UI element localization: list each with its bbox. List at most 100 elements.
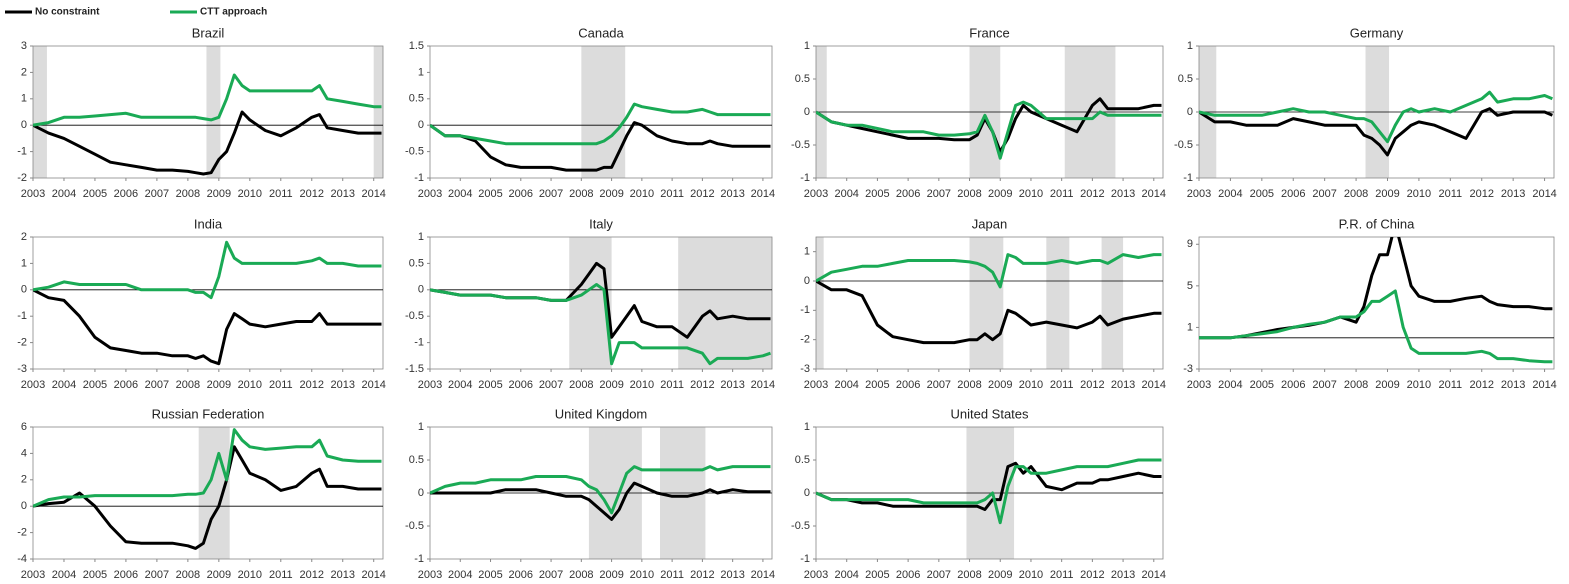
series-line	[816, 458, 1162, 525]
y-tick-label: -2	[17, 527, 27, 539]
x-tick-label: 2010	[238, 569, 262, 581]
y-tick-label: 0	[418, 119, 424, 131]
y-tick-label: -1	[414, 337, 424, 349]
plot-frame	[32, 45, 384, 179]
series-line	[430, 102, 771, 146]
y-tick-label: -0.5	[791, 139, 810, 151]
y-tick-label: 0	[21, 284, 27, 296]
x-tick-label: 2006	[896, 569, 920, 581]
series-line	[33, 240, 382, 300]
panel-title: P.R. of China	[1339, 216, 1415, 231]
x-tick-label: 2008	[569, 379, 593, 391]
panel-title: Brazil	[192, 25, 225, 40]
x-tick-label: 2007	[927, 379, 951, 391]
x-tick-label: 2010	[1019, 188, 1043, 200]
x-tick-label: 2012	[1470, 188, 1494, 200]
x-tick-label: 2005	[1250, 379, 1274, 391]
y-tick-label: -0.5	[1174, 139, 1193, 151]
x-tick-label: 2003	[418, 379, 442, 391]
y-tick-label: -1	[17, 310, 27, 322]
y-tick-label: 0.5	[795, 454, 810, 466]
x-tick-label: 2004	[834, 379, 858, 391]
panel-title: Russian Federation	[152, 406, 265, 421]
y-tick-label: -4	[17, 553, 27, 565]
x-tick-label: 2010	[1407, 379, 1431, 391]
panel-title: Canada	[578, 25, 624, 40]
x-tick-label: 2007	[539, 379, 563, 391]
panel: United Kingdom -1 -0.5 0 0.5 1 2003 2004 2005 200…	[405, 406, 775, 580]
plot-frame	[1198, 236, 1555, 370]
series-line	[816, 461, 1162, 511]
x-tick-label: 2007	[1312, 188, 1336, 200]
x-tick-label: 2012	[690, 379, 714, 391]
x-tick-label: 2014	[1142, 569, 1166, 581]
x-tick-label: 2011	[269, 569, 293, 581]
x-tick-label: 2010	[1019, 569, 1043, 581]
series-line	[430, 121, 771, 172]
panel-title: India	[194, 216, 223, 231]
y-tick-label: -2	[17, 172, 27, 184]
shaded-period	[581, 46, 626, 178]
panel: United States -1 -0.5 0 0.5 1 2003 2004 2005 2006…	[791, 406, 1166, 580]
y-tick-label: 0	[804, 275, 810, 287]
x-tick-label: 2011	[660, 569, 684, 581]
x-tick-label: 2008	[176, 379, 200, 391]
y-tick-label: 0	[21, 500, 27, 512]
y-tick-label: 0.5	[409, 257, 424, 269]
panel: Russian Federation -4 -2 0 2 4 6 2003 2004 2005 20…	[17, 406, 386, 580]
y-tick-label: -3	[1183, 363, 1193, 375]
x-tick-label: 2013	[720, 379, 744, 391]
x-tick-label: 2011	[660, 188, 684, 200]
panel: Germany -1 -0.5 0 0.5 1 2003 2004 2005 2006 2007 20…	[1174, 25, 1557, 199]
x-tick-label: 2013	[1111, 188, 1135, 200]
x-tick-label: 2009	[207, 379, 231, 391]
x-tick-label: 2013	[1501, 188, 1525, 200]
y-tick-label: 1	[804, 40, 810, 52]
x-tick-label: 2006	[509, 188, 533, 200]
series-line	[33, 288, 382, 366]
shaded-period	[1046, 237, 1070, 369]
x-tick-label: 2008	[176, 188, 200, 200]
panel-title: United Kingdom	[555, 406, 648, 421]
shaded-period	[678, 237, 772, 369]
x-tick-label: 2013	[1501, 379, 1525, 391]
x-tick-label: 2013	[330, 188, 354, 200]
y-tick-label: 2	[21, 474, 27, 486]
x-tick-label: 2005	[478, 188, 502, 200]
x-tick-label: 2005	[1250, 188, 1274, 200]
x-tick-label: 2007	[145, 569, 169, 581]
x-tick-label: 2009	[207, 569, 231, 581]
x-tick-label: 2010	[1019, 379, 1043, 391]
y-tick-label: 9	[1187, 238, 1193, 250]
x-tick-label: 2011	[1050, 379, 1074, 391]
x-tick-label: 2014	[751, 379, 775, 391]
y-tick-label: -1	[800, 304, 810, 316]
x-tick-label: 2006	[509, 379, 533, 391]
x-tick-label: 2009	[1375, 188, 1399, 200]
x-tick-label: 2006	[1281, 379, 1305, 391]
x-tick-label: 2011	[1050, 188, 1074, 200]
shaded-period	[1101, 237, 1124, 369]
x-tick-label: 2006	[896, 188, 920, 200]
x-tick-label: 2010	[238, 379, 262, 391]
y-tick-label: -2	[800, 334, 810, 346]
x-tick-label: 2012	[300, 379, 324, 391]
y-tick-label: 0	[418, 487, 424, 499]
x-tick-label: 2012	[300, 188, 324, 200]
x-tick-label: 2005	[83, 379, 107, 391]
series-line	[33, 110, 382, 176]
x-tick-label: 2004	[52, 569, 76, 581]
x-tick-label: 2003	[804, 188, 828, 200]
x-tick-label: 2008	[957, 569, 981, 581]
x-tick-label: 2014	[751, 188, 775, 200]
y-tick-label: -1	[800, 553, 810, 565]
x-tick-label: 2006	[896, 379, 920, 391]
series-line	[1199, 289, 1553, 364]
series-line	[816, 97, 1162, 154]
plot-frame	[429, 236, 773, 370]
x-tick-label: 2007	[145, 188, 169, 200]
series-line	[33, 428, 382, 508]
y-tick-label: 0	[804, 106, 810, 118]
y-tick-label: 1	[1187, 40, 1193, 52]
